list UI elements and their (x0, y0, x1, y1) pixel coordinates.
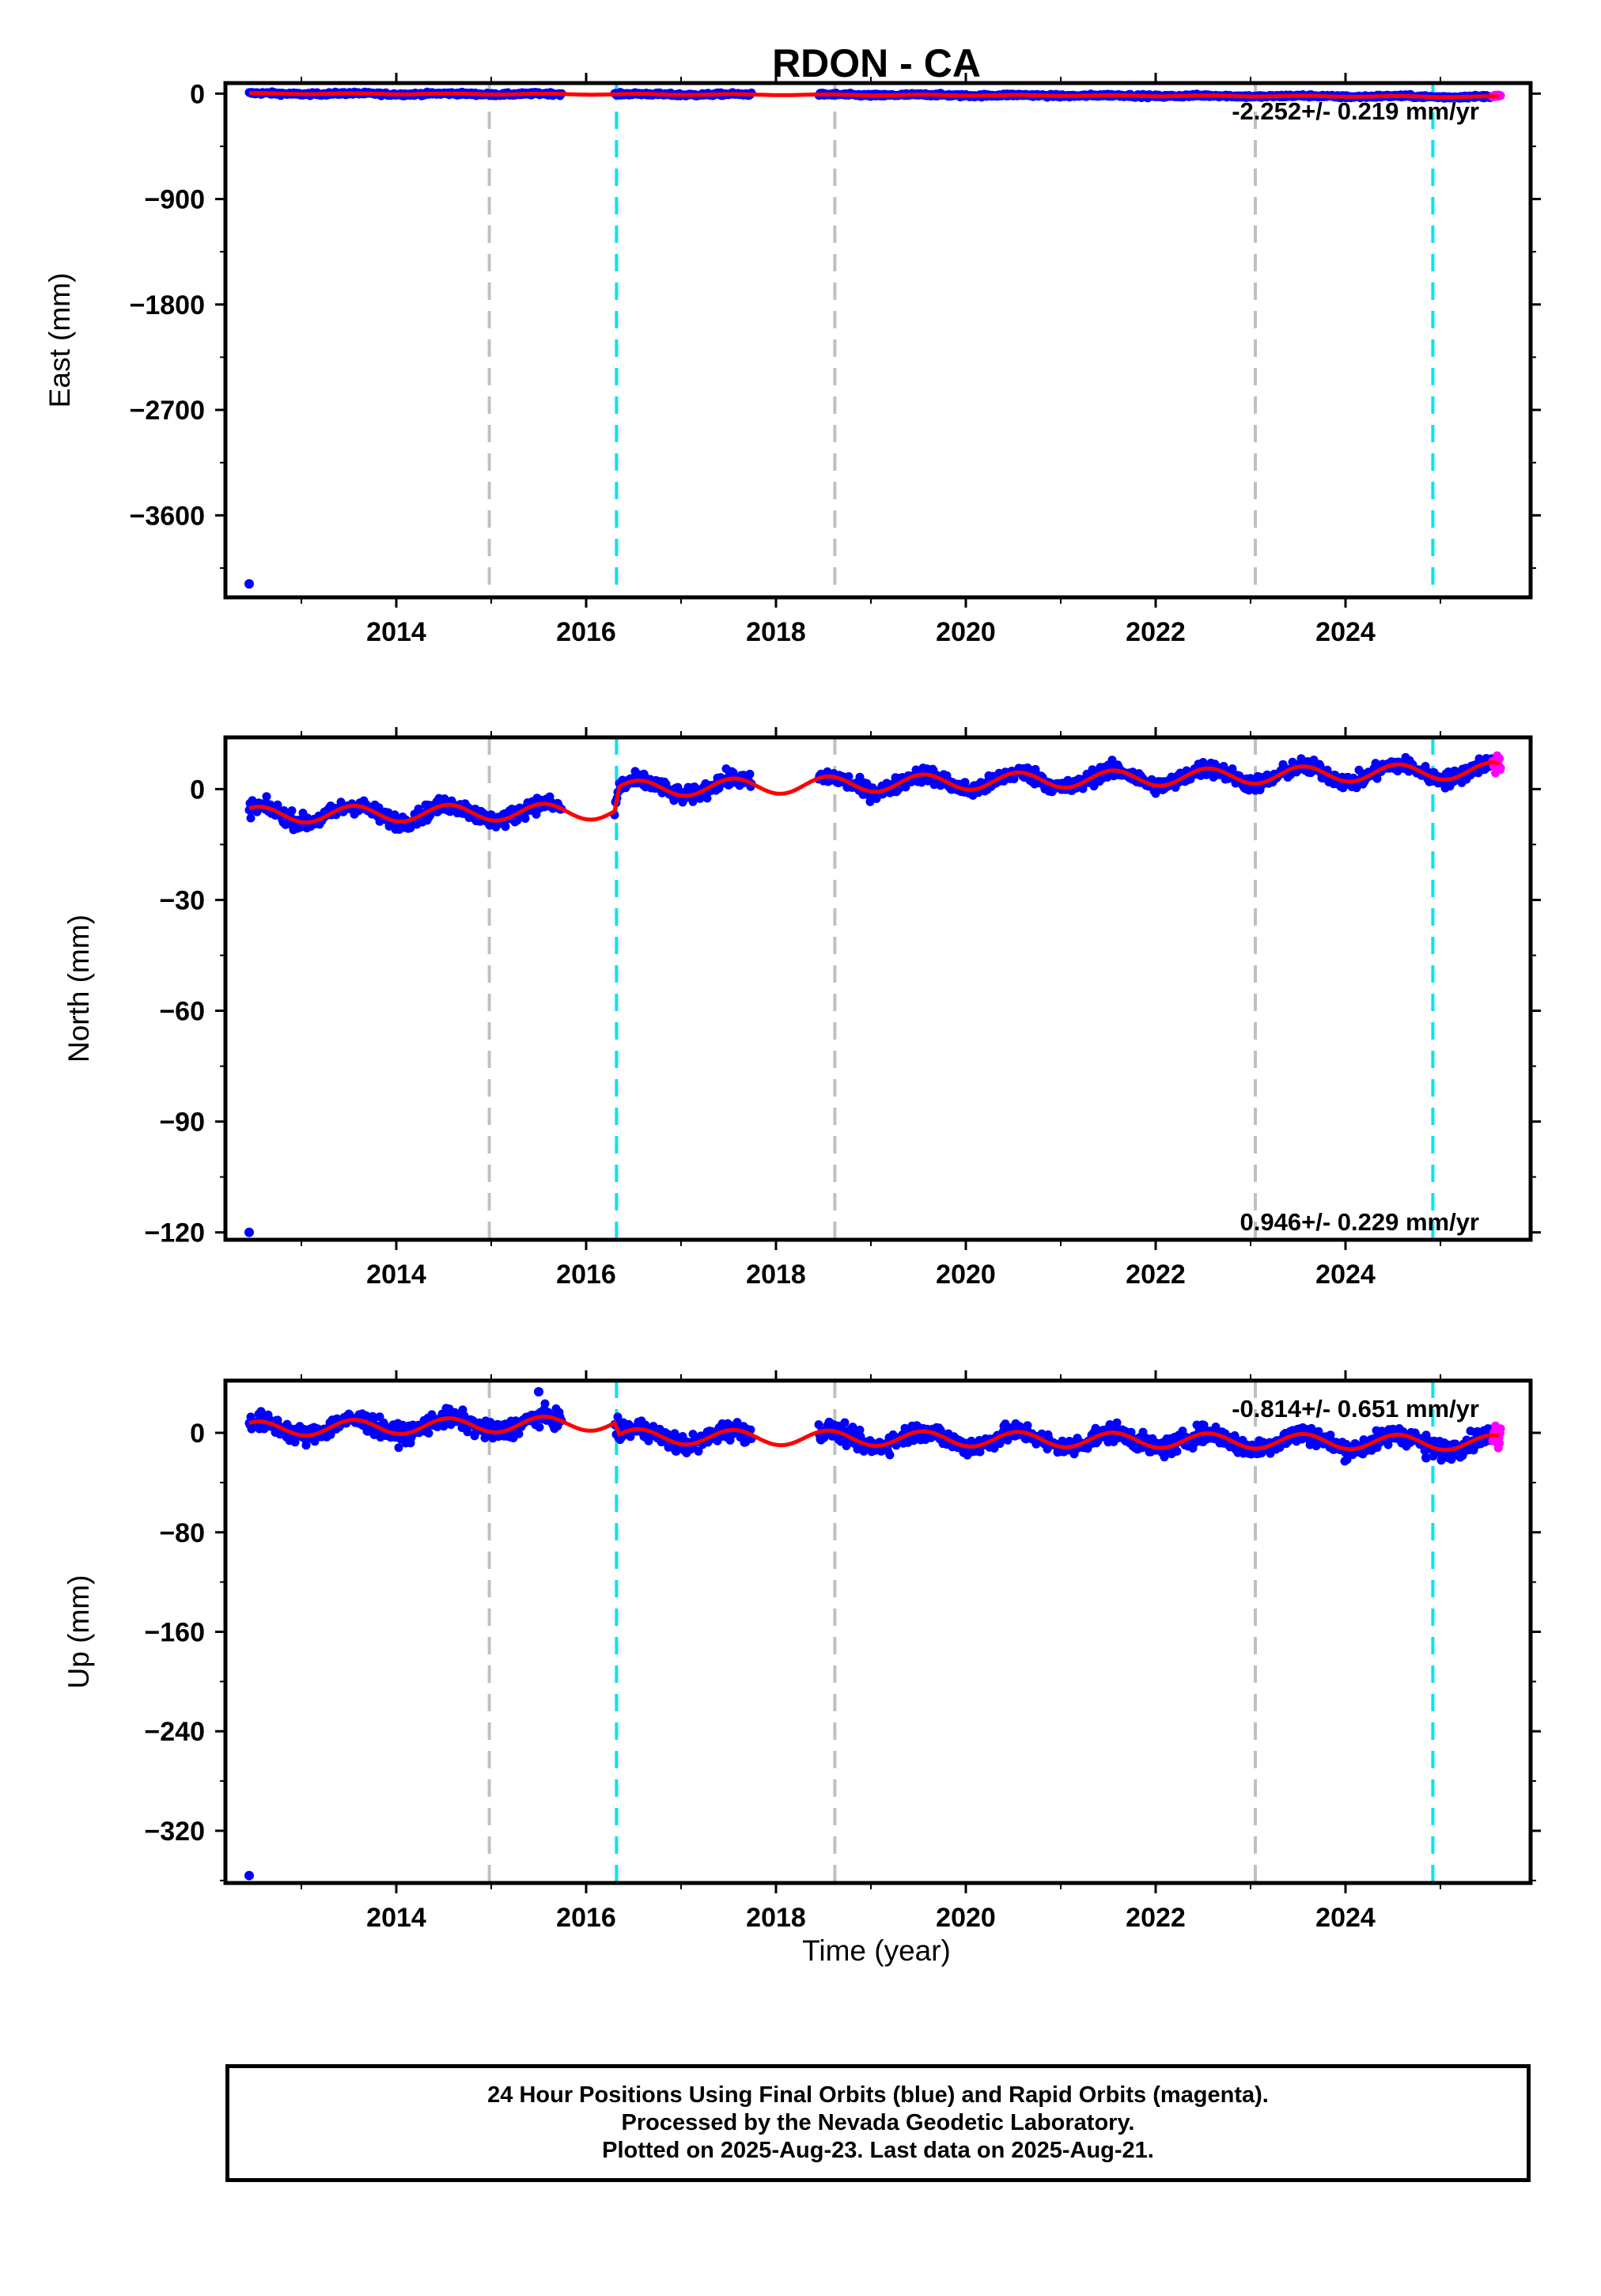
data-point (960, 778, 970, 787)
north-panel: 0 −30 −60 −90 −120 2014 2016 2018 2020 2022 2024 No… (62, 727, 1541, 1290)
data-point (855, 772, 865, 782)
outlier-point (244, 1227, 254, 1237)
y-tick-label: −80 (159, 1518, 205, 1548)
x-tick-label: 2022 (1126, 1903, 1186, 1933)
rate-label: -0.814+/- 0.651 mm/yr (1232, 1395, 1479, 1423)
y-tick-label: 0 (190, 1419, 205, 1449)
x-tick-label: 2020 (936, 1260, 996, 1290)
data-point (1372, 774, 1382, 783)
data-point (694, 1446, 703, 1456)
chart-title: RDON - CA (772, 41, 981, 85)
x-tick-label: 2016 (556, 1903, 616, 1933)
data-point (301, 1441, 311, 1450)
model-fit-line (248, 1415, 1501, 1453)
y-tick-label: −120 (144, 1218, 205, 1248)
rapid-point (1495, 754, 1504, 763)
y-tick-label: −30 (159, 885, 205, 915)
data-point (287, 806, 297, 816)
outlier-point (534, 1387, 543, 1397)
data-point (424, 1429, 433, 1438)
x-tick-label: 2022 (1126, 1260, 1186, 1290)
up-panel: 0 −80 −160 −240 −320 2014 2016 2018 2020 2022 2024… (62, 1370, 1541, 1933)
y-tick-label: −90 (159, 1108, 205, 1138)
data-point (262, 792, 271, 801)
data-point (975, 1447, 985, 1457)
data-point (394, 1443, 403, 1453)
data-point (885, 1450, 895, 1460)
y-tick-label: −320 (144, 1817, 205, 1847)
y-tick-label: −240 (144, 1717, 205, 1747)
rapid-point (1496, 763, 1505, 773)
y-tick-label: 0 (190, 79, 205, 109)
footer-line-1: 24 Hour Positions Using Final Orbits (bl… (487, 2082, 1269, 2108)
model-fit-line (249, 91, 1500, 100)
data-point (486, 1418, 495, 1427)
y-tick-label: 0 (190, 775, 205, 805)
y-tick-label: −160 (144, 1618, 205, 1648)
footer-line-2: Processed by the Nevada Geodetic Laborat… (621, 2110, 1135, 2135)
y-axis-label: Up (mm) (62, 1575, 95, 1689)
data-point (745, 769, 755, 779)
data-point (290, 1438, 300, 1447)
data-point (1138, 1427, 1148, 1437)
rate-label: 0.946+/- 0.229 mm/yr (1240, 1208, 1479, 1236)
x-tick-label: 2024 (1315, 617, 1376, 647)
x-tick-label: 2020 (936, 617, 996, 647)
data-point (1023, 1421, 1032, 1430)
y-tick-label: −1800 (130, 290, 206, 320)
x-tick-label: 2024 (1315, 1260, 1376, 1290)
x-tick-label: 2022 (1126, 617, 1186, 647)
data-point (901, 782, 910, 792)
y-tick-label: −3600 (130, 501, 206, 531)
x-tick-label: 2016 (556, 617, 616, 647)
data-point (520, 814, 530, 823)
data-point (463, 1427, 472, 1437)
y-axis-label: North (mm) (62, 915, 95, 1063)
x-tick-label: 2014 (366, 1260, 426, 1290)
x-tick-label: 2020 (936, 1903, 996, 1933)
data-point (702, 794, 712, 803)
east-panel: 0 −900 −1800 −2700 −3600 2014 2016 2018 2020 2022… (44, 73, 1541, 647)
x-axis-label: Time (year) (802, 1934, 951, 1967)
data-point (732, 1418, 742, 1427)
model-fit-line (248, 760, 1500, 825)
x-tick-label: 2014 (366, 617, 426, 647)
rapid-point (1496, 1424, 1505, 1434)
rate-label: -2.252+/- 0.219 mm/yr (1232, 97, 1479, 125)
data-point (514, 1429, 524, 1438)
data-point (840, 1418, 850, 1427)
x-tick-label: 2016 (556, 1260, 616, 1290)
y-axis-label: East (mm) (44, 273, 76, 408)
rapid-point (1495, 1438, 1504, 1448)
data-point (848, 1423, 857, 1432)
outlier-point (244, 1870, 254, 1881)
data-point (613, 1412, 623, 1422)
footer-line-3: Plotted on 2025-Aug-23. Last data on 202… (602, 2138, 1154, 2163)
plot-frame (223, 735, 1533, 1242)
data-point (540, 1399, 550, 1408)
footer-box: 24 Hour Positions Using Final Orbits (bl… (225, 2064, 1531, 2182)
outlier-point (1421, 1453, 1431, 1463)
x-tick-label: 2018 (746, 1260, 806, 1290)
x-tick-label: 2018 (746, 1903, 806, 1933)
data-point (1219, 762, 1228, 771)
data-point (361, 1411, 371, 1420)
x-tick-label: 2014 (366, 1903, 426, 1933)
outlier-point (244, 578, 254, 589)
plot-frame (223, 1378, 1533, 1885)
data-point (1178, 1426, 1187, 1436)
data-point (501, 822, 510, 832)
plot-frame (223, 81, 1533, 600)
data-point (855, 1425, 865, 1434)
y-tick-label: −900 (144, 185, 205, 215)
y-tick-label: −60 (159, 997, 205, 1027)
data-point (1172, 1446, 1182, 1456)
data-point (535, 1423, 544, 1432)
data-point (844, 772, 853, 781)
x-tick-label: 2018 (746, 617, 806, 647)
data-point (246, 813, 255, 823)
x-tick-label: 2024 (1315, 1903, 1376, 1933)
y-tick-label: −2700 (130, 396, 206, 426)
